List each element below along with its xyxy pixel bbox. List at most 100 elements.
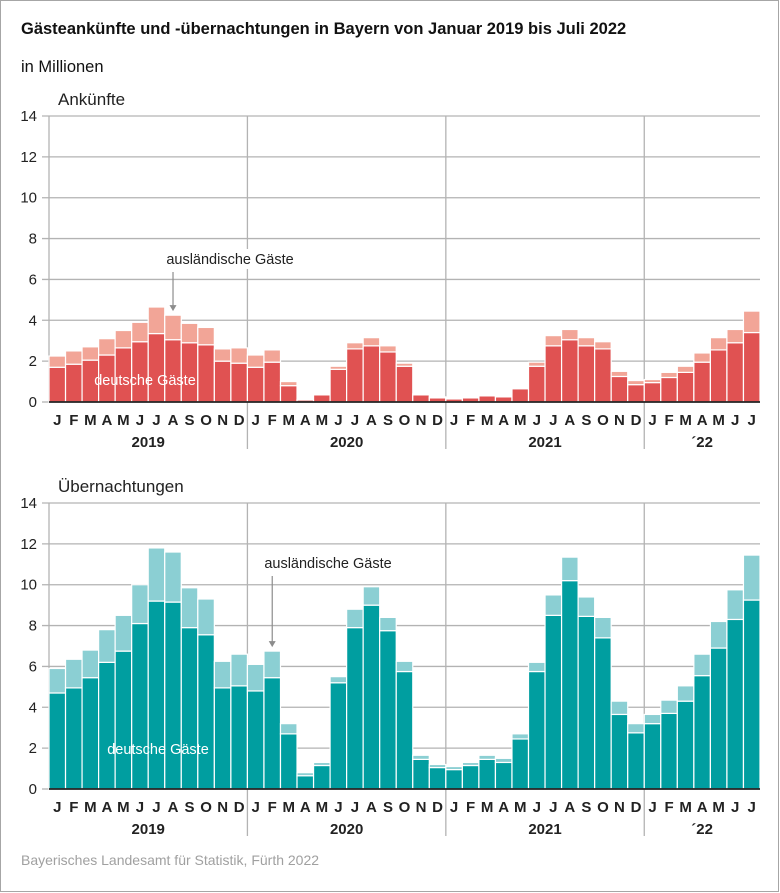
uebernachtungen-bar-auslaendische	[197, 598, 215, 636]
uebernachtungen-month-label: S	[581, 799, 591, 816]
uebernachtungen-bar-deutsche	[428, 766, 447, 790]
uebernachtungen-bar-auslaendische	[577, 596, 596, 617]
uebernachtungen-month-label: M	[481, 799, 494, 816]
uebernachtungen-y-tick-label: 8	[29, 618, 37, 635]
uebernachtungen-bar-deutsche	[395, 670, 414, 790]
uebernachtungen-annotation-deutsche: deutsche Gäste	[107, 742, 209, 758]
uebernachtungen-bar-auslaendische	[676, 685, 695, 702]
uebernachtungen-y-tick-label: 12	[20, 536, 37, 553]
ankuenfte-month-label: N	[217, 412, 228, 429]
ankuenfte-month-label: M	[712, 412, 725, 429]
ankuenfte-annotation-bg	[155, 249, 305, 269]
uebernachtungen-bar-deutsche	[676, 700, 695, 790]
uebernachtungen-y-tick-label: 6	[29, 658, 37, 675]
ankuenfte-bar-deutsche	[610, 375, 629, 403]
ankuenfte-bar-auslaendische	[395, 362, 414, 367]
uebernachtungen-month-label: J	[748, 799, 756, 816]
uebernachtungen-month-label: J	[252, 799, 260, 816]
ankuenfte-y-tick-label: 2	[29, 353, 37, 370]
ankuenfte-bar-auslaendische	[114, 329, 133, 349]
chart-subtitle: in Millionen	[21, 58, 104, 76]
uebernachtungen-bar-auslaendische	[693, 653, 711, 677]
uebernachtungen-bar-auslaendische	[660, 699, 678, 715]
ankuenfte-month-label: M	[679, 412, 692, 429]
uebernachtungen-month-label: A	[697, 799, 708, 816]
ankuenfte-annotation-arrow-head	[169, 305, 177, 312]
uebernachtungen-bar-deutsche	[693, 675, 711, 790]
uebernachtungen-bar-auslaendische	[428, 763, 447, 769]
ankuenfte-bar-deutsche	[246, 366, 265, 403]
ankuenfte-month-label: F	[69, 412, 78, 429]
ankuenfte-bar-auslaendische	[428, 396, 447, 399]
ankuenfte-bar-deutsche	[329, 368, 348, 403]
ankuenfte-month-label: M	[117, 412, 130, 429]
uebernachtungen-month-label: J	[334, 799, 342, 816]
uebernachtungen-year-label: ´22	[691, 821, 713, 838]
uebernachtungen-bar-auslaendische	[494, 757, 513, 764]
ankuenfte-bar-deutsche	[560, 339, 579, 403]
ankuenfte-bar-auslaendische	[147, 306, 166, 335]
ankuenfte-bar-deutsche	[693, 361, 711, 403]
ankuenfte-month-label: J	[334, 412, 342, 429]
ankuenfte-month-label: A	[697, 412, 708, 429]
ankuenfte-bar-auslaendische	[230, 347, 249, 364]
ankuenfte-month-label: J	[351, 412, 359, 429]
uebernachtungen-bar-deutsche	[643, 723, 662, 790]
ankuenfte-bar-auslaendische	[726, 328, 745, 344]
uebernachtungen-month-label: M	[316, 799, 329, 816]
uebernachtungen-bar-deutsche	[709, 647, 728, 790]
uebernachtungen-bar-deutsche	[114, 650, 133, 790]
uebernachtungen-bar-auslaendische	[742, 554, 761, 601]
ankuenfte-bar-auslaendische	[379, 345, 397, 353]
uebernachtungen-bar-deutsche	[180, 627, 199, 790]
ankuenfte-month-label: D	[631, 412, 642, 429]
ankuenfte-bar-auslaendische	[263, 349, 282, 363]
ankuenfte-bar-auslaendische	[676, 365, 695, 373]
uebernachtungen-bar-auslaendische	[610, 700, 629, 716]
uebernachtungen-bar-deutsche	[263, 677, 282, 790]
ankuenfte-bar-auslaendische	[511, 387, 530, 390]
ankuenfte-month-label: A	[564, 412, 575, 429]
uebernachtungen-bar-deutsche	[594, 637, 612, 790]
ankuenfte-bar-auslaendische	[81, 346, 100, 361]
uebernachtungen-bar-auslaendische	[64, 658, 83, 689]
ankuenfte-bar-auslaendische	[627, 379, 645, 386]
uebernachtungen-month-label: D	[432, 799, 443, 816]
ankuenfte-bar-auslaendische	[329, 365, 348, 370]
ankuenfte-month-label: S	[185, 412, 195, 429]
ankuenfte-month-label: J	[648, 412, 656, 429]
uebernachtungen-month-label: N	[217, 799, 228, 816]
uebernachtungen-bar-auslaendische	[48, 667, 67, 694]
uebernachtungen-month-label: J	[648, 799, 656, 816]
uebernachtungen-bar-auslaendische	[230, 653, 249, 687]
ankuenfte-bar-auslaendische	[246, 354, 265, 368]
ankuenfte-month-label: D	[432, 412, 443, 429]
ankuenfte-bar-auslaendische	[164, 314, 182, 341]
ankuenfte-month-label: M	[283, 412, 296, 429]
uebernachtungen-bar-deutsche	[296, 775, 315, 790]
uebernachtungen-bar-deutsche	[246, 690, 265, 790]
ankuenfte-bar-auslaendische	[643, 378, 662, 384]
uebernachtungen-bar-auslaendische	[412, 754, 430, 760]
ankuenfte-bar-deutsche	[594, 348, 612, 403]
uebernachtungen-bar-auslaendische	[478, 754, 497, 760]
uebernachtungen-bar-deutsche	[544, 614, 563, 790]
ankuenfte-bar-deutsche	[346, 348, 364, 403]
ankuenfte-bar-auslaendische	[362, 337, 381, 347]
uebernachtungen-bar-deutsche	[478, 758, 497, 790]
ankuenfte-y-tick-label: 10	[20, 190, 37, 207]
ankuenfte-bar-deutsche	[131, 341, 149, 403]
panel-title-ankuenfte: Ankünfte	[58, 90, 126, 109]
uebernachtungen-bar-deutsche	[577, 615, 596, 790]
uebernachtungen-month-label: A	[168, 799, 179, 816]
ankuenfte-bar-deutsche	[709, 349, 728, 403]
uebernachtungen-month-label: J	[450, 799, 458, 816]
ankuenfte-bar-deutsche	[577, 345, 596, 403]
ankuenfte-month-label: F	[268, 412, 277, 429]
ankuenfte-month-label: A	[300, 412, 311, 429]
ankuenfte-month-label: N	[614, 412, 625, 429]
uebernachtungen-bar-auslaendische	[114, 614, 133, 652]
ankuenfte-month-label: M	[84, 412, 97, 429]
uebernachtungen-month-label: J	[731, 799, 739, 816]
uebernachtungen-bar-auslaendische	[296, 772, 315, 777]
